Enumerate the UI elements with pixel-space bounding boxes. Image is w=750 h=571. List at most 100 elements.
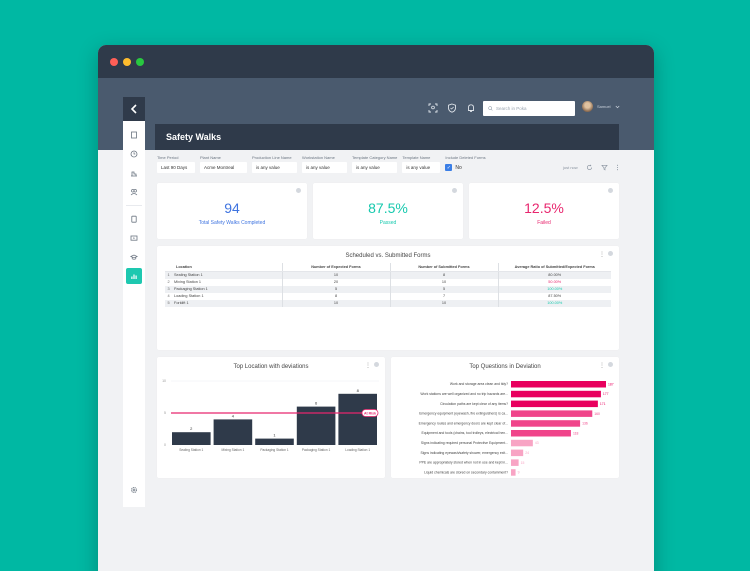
- machine-icon: [131, 171, 137, 177]
- bar-value-label: 9: [518, 471, 520, 475]
- filter-template-name-value[interactable]: is any value: [402, 162, 441, 173]
- minimize-window-button[interactable]: [123, 57, 131, 66]
- bar[interactable]: [511, 469, 516, 476]
- last-updated: just now: [563, 165, 578, 170]
- bar-value-label: 15: [521, 461, 525, 465]
- page-header: Safety Walks: [155, 124, 619, 150]
- chart-icon: [131, 274, 137, 279]
- user-menu[interactable]: Samuel: [582, 101, 620, 112]
- bar[interactable]: [511, 381, 606, 388]
- bar[interactable]: [511, 430, 571, 437]
- chart-title: Top Location with deviations: [233, 364, 309, 370]
- table-row: 3 Packaging Station 1 5 5 100.00%: [165, 285, 611, 293]
- sidebar-item-settings[interactable]: [126, 482, 142, 498]
- avatar: [582, 101, 593, 112]
- kpi-caption: Total Safety Walks Completed: [198, 220, 266, 226]
- filter-label: Time Period: [157, 155, 179, 160]
- shield-icon[interactable]: [447, 103, 457, 113]
- gear-icon: [131, 487, 137, 493]
- filter-time-period-value[interactable]: Last 90 Days: [157, 162, 195, 173]
- filter-template-category-value[interactable]: is any value: [352, 162, 398, 173]
- kpi-value: 94: [224, 200, 240, 216]
- filter-include-deleted: Include Deleted Forms ✓ No: [445, 155, 486, 173]
- more-options-icon[interactable]: [616, 164, 619, 171]
- include-deleted-checkbox[interactable]: ✓ No: [445, 162, 485, 173]
- card-settings-icon[interactable]: [608, 251, 613, 256]
- column-header[interactable]: Location: [172, 263, 282, 272]
- document-icon: [131, 131, 137, 139]
- card-settings-icon[interactable]: [374, 362, 379, 367]
- filter-label: Production Line Name: [252, 155, 292, 160]
- bar[interactable]: [511, 439, 533, 447]
- sidebar-item-analytics[interactable]: [126, 268, 142, 284]
- filter-plant-name: Plant Name Acme Montreal: [200, 155, 247, 173]
- filter-bar: Time Period Last 90 Days Plant Name Acme…: [157, 155, 486, 173]
- filter-time-period: Time Period Last 90 Days: [157, 155, 195, 173]
- question-deviation-bar-chart: Work and storage area clean and tidy? 187…: [419, 381, 614, 476]
- location-cell: Forklift 1: [172, 299, 282, 307]
- clock-icon: [130, 150, 138, 158]
- sidebar: [123, 121, 145, 507]
- sidebar-item-training[interactable]: [126, 249, 142, 265]
- question-label: PPE are appropriately stored when not in…: [419, 461, 508, 465]
- filter-production-line-value[interactable]: is any value: [252, 162, 297, 173]
- refresh-icon[interactable]: [586, 164, 593, 171]
- column-header[interactable]: Average Ratio of Submitted/Expected Form…: [497, 263, 611, 272]
- sidebar-item-machines[interactable]: [126, 165, 142, 181]
- more-options-icon[interactable]: ⋮: [365, 363, 371, 369]
- table-title: Scheduled vs. Submitted Forms: [345, 253, 431, 259]
- filter-workstation: Workstation Name is any value: [302, 155, 347, 173]
- bar-value-label: 177: [603, 392, 609, 396]
- more-options-icon[interactable]: ⋮: [599, 252, 605, 258]
- sidebar-item-videos[interactable]: [126, 230, 142, 246]
- bar[interactable]: [511, 390, 601, 398]
- location-deviation-bar-chart: 0 5 10 2 Sealing Station 1 4 Mixing Station 1 1…: [162, 379, 379, 452]
- bar-value-label: 8: [357, 388, 360, 393]
- bar[interactable]: [255, 438, 294, 445]
- bar[interactable]: [213, 419, 253, 445]
- chevron-down-icon: [615, 105, 620, 108]
- bar[interactable]: [511, 459, 519, 466]
- bar[interactable]: [338, 393, 377, 445]
- bar[interactable]: [511, 410, 593, 417]
- search-input[interactable]: Search in Poka: [483, 101, 575, 116]
- card-settings-icon[interactable]: [608, 188, 613, 193]
- card-settings-icon[interactable]: [296, 188, 301, 193]
- bar[interactable]: [172, 432, 211, 445]
- bar-value-label: 24: [525, 451, 529, 455]
- location-cell: Sealing Station 1: [172, 271, 282, 279]
- more-options-icon[interactable]: ⋮: [599, 363, 605, 369]
- filter-workstation-value[interactable]: is any value: [302, 162, 347, 173]
- x-tick-label: Packaging Station 1: [302, 448, 331, 452]
- table-card: Scheduled vs. Submitted Forms ⋮ Location…: [157, 246, 619, 350]
- x-tick-label: Packaging Station 1: [260, 448, 289, 452]
- bar[interactable]: [511, 449, 524, 457]
- filter-plant-name-value[interactable]: Acme Montreal: [200, 162, 247, 173]
- card-settings-icon[interactable]: [452, 188, 457, 193]
- x-tick-label: Mixing Station 1: [222, 448, 245, 452]
- filter-icon[interactable]: [600, 164, 608, 171]
- sidebar-item-history[interactable]: [126, 146, 142, 162]
- threshold-badge: [361, 409, 379, 417]
- bar[interactable]: [511, 420, 581, 427]
- threshold-label: At Risk: [364, 411, 376, 415]
- card-settings-icon[interactable]: [608, 362, 613, 367]
- bell-icon[interactable]: [466, 103, 476, 113]
- sidebar-item-forms[interactable]: [126, 211, 142, 227]
- column-header[interactable]: Number of Expected Forms: [281, 263, 390, 272]
- scan-icon[interactable]: [428, 103, 438, 113]
- include-deleted-value: No: [455, 164, 462, 171]
- maximize-window-button[interactable]: [136, 57, 144, 66]
- column-header[interactable]: Number of Submitted Forms: [389, 263, 498, 272]
- bar[interactable]: [511, 400, 598, 408]
- back-button[interactable]: [123, 97, 145, 121]
- filter-template-name: Template Name is any value: [402, 155, 441, 173]
- sidebar-divider: [126, 205, 142, 206]
- close-window-button[interactable]: [110, 57, 118, 66]
- kpi-value: 87.5%: [368, 200, 408, 216]
- sidebar-item-users[interactable]: [126, 184, 142, 200]
- sidebar-item-documents[interactable]: [126, 127, 142, 143]
- checkbox-checked-icon: ✓: [445, 164, 453, 171]
- bar-value-label: 6: [315, 401, 318, 406]
- location-cell: Packaging Station 1: [172, 285, 282, 293]
